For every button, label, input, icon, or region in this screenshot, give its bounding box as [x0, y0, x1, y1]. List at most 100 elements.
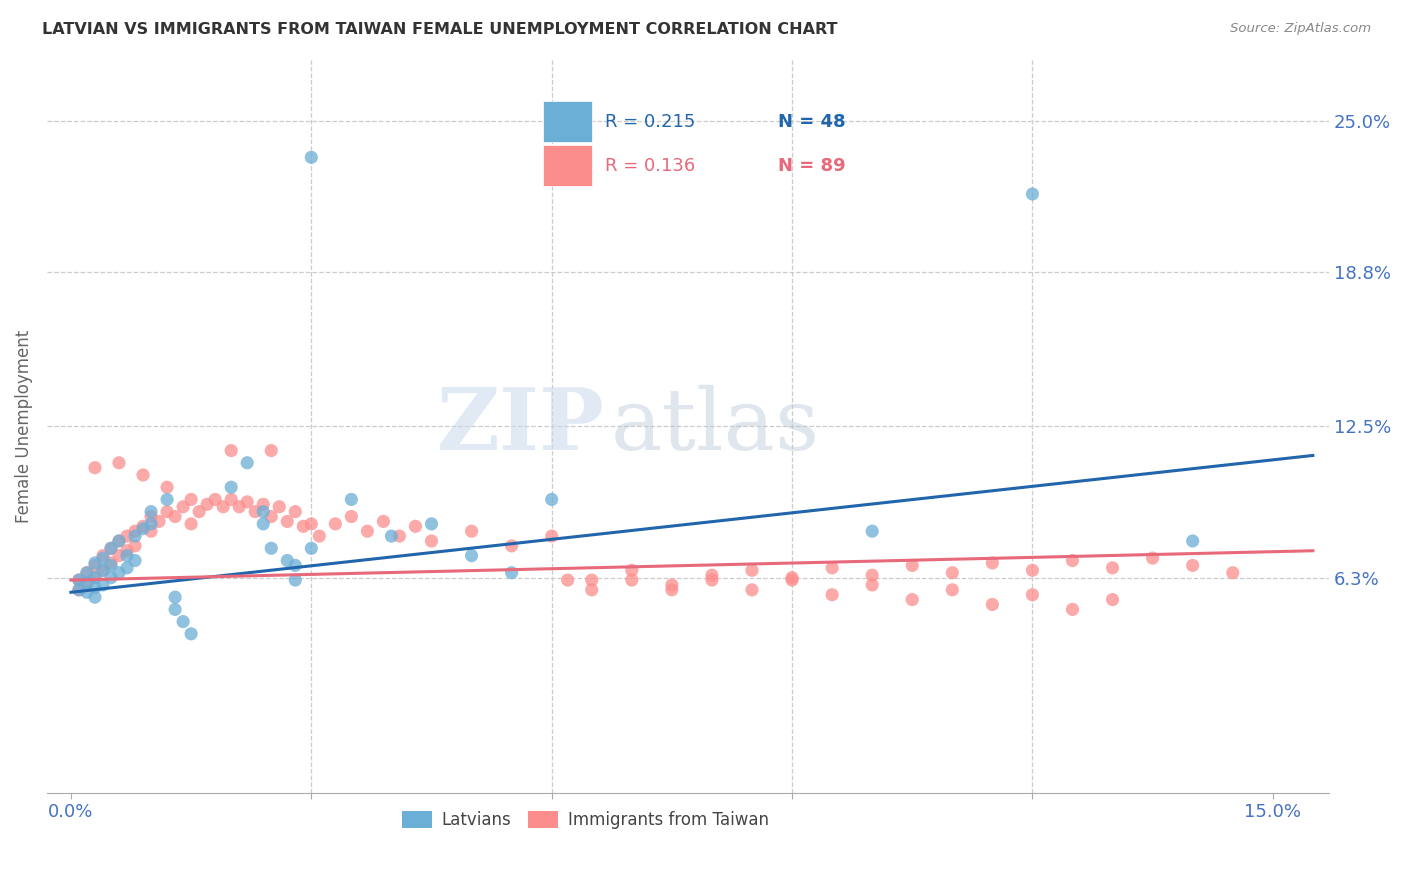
Point — [236, 495, 259, 509]
Point — [1021, 563, 1043, 577]
Point — [124, 539, 146, 553]
Point — [124, 529, 146, 543]
Point — [1101, 561, 1123, 575]
Point — [148, 515, 170, 529]
Point — [84, 571, 107, 585]
Point — [139, 505, 162, 519]
Point — [132, 519, 155, 533]
Point — [661, 578, 683, 592]
Point — [76, 578, 98, 592]
Point — [501, 539, 523, 553]
Point — [388, 529, 411, 543]
Point — [156, 505, 179, 519]
Point — [180, 627, 202, 641]
Point — [260, 509, 283, 524]
Point — [981, 556, 1004, 570]
Point — [219, 492, 242, 507]
Point — [284, 505, 307, 519]
Point — [219, 480, 242, 494]
Point — [115, 529, 138, 543]
Point — [780, 573, 803, 587]
Point — [132, 522, 155, 536]
Point — [100, 558, 122, 573]
Point — [821, 561, 844, 575]
Point — [67, 582, 90, 597]
Point — [108, 533, 131, 548]
Point — [139, 524, 162, 539]
Text: LATVIAN VS IMMIGRANTS FROM TAIWAN FEMALE UNEMPLOYMENT CORRELATION CHART: LATVIAN VS IMMIGRANTS FROM TAIWAN FEMALE… — [42, 22, 838, 37]
Point — [108, 549, 131, 563]
Point — [91, 563, 114, 577]
Point — [219, 443, 242, 458]
Point — [91, 563, 114, 577]
Point — [180, 516, 202, 531]
Point — [91, 551, 114, 566]
Point — [76, 566, 98, 580]
Point — [212, 500, 235, 514]
FancyBboxPatch shape — [543, 145, 592, 186]
Point — [115, 561, 138, 575]
Point — [581, 573, 603, 587]
Point — [124, 553, 146, 567]
Point — [1062, 602, 1084, 616]
Point — [501, 566, 523, 580]
Point — [172, 615, 194, 629]
Point — [276, 553, 298, 567]
Point — [700, 573, 723, 587]
Point — [100, 541, 122, 556]
Point — [100, 541, 122, 556]
Point — [700, 568, 723, 582]
Point — [100, 556, 122, 570]
Point — [195, 497, 218, 511]
Point — [308, 529, 330, 543]
Point — [108, 566, 131, 580]
Point — [172, 500, 194, 514]
Point — [661, 582, 683, 597]
Point — [67, 582, 90, 597]
Point — [91, 549, 114, 563]
Point — [901, 558, 924, 573]
Point — [581, 582, 603, 597]
Text: R = 0.136: R = 0.136 — [605, 157, 695, 175]
Point — [84, 558, 107, 573]
Point — [269, 500, 291, 514]
Point — [100, 571, 122, 585]
Point — [420, 533, 443, 548]
Point — [540, 492, 562, 507]
Point — [236, 456, 259, 470]
Point — [245, 505, 267, 519]
Point — [1181, 533, 1204, 548]
Point — [84, 460, 107, 475]
Point — [284, 573, 307, 587]
Point — [156, 492, 179, 507]
Point — [460, 524, 482, 539]
Point — [180, 492, 202, 507]
Point — [252, 505, 274, 519]
Point — [1021, 588, 1043, 602]
Point — [276, 515, 298, 529]
Point — [252, 497, 274, 511]
Point — [139, 516, 162, 531]
Text: ZIP: ZIP — [437, 384, 605, 468]
Point — [420, 516, 443, 531]
Point — [67, 573, 90, 587]
Point — [780, 571, 803, 585]
Point — [460, 549, 482, 563]
Point — [1181, 558, 1204, 573]
Point — [325, 516, 347, 531]
Point — [860, 578, 883, 592]
Point — [741, 563, 763, 577]
Point — [132, 468, 155, 483]
Point — [165, 590, 187, 604]
Point — [620, 573, 643, 587]
Point — [84, 556, 107, 570]
Point — [1101, 592, 1123, 607]
Point — [76, 566, 98, 580]
Point — [340, 509, 363, 524]
Point — [84, 571, 107, 585]
Text: Source: ZipAtlas.com: Source: ZipAtlas.com — [1230, 22, 1371, 36]
Text: N = 89: N = 89 — [778, 157, 845, 175]
Text: N = 48: N = 48 — [778, 113, 845, 131]
Point — [165, 602, 187, 616]
Point — [156, 480, 179, 494]
